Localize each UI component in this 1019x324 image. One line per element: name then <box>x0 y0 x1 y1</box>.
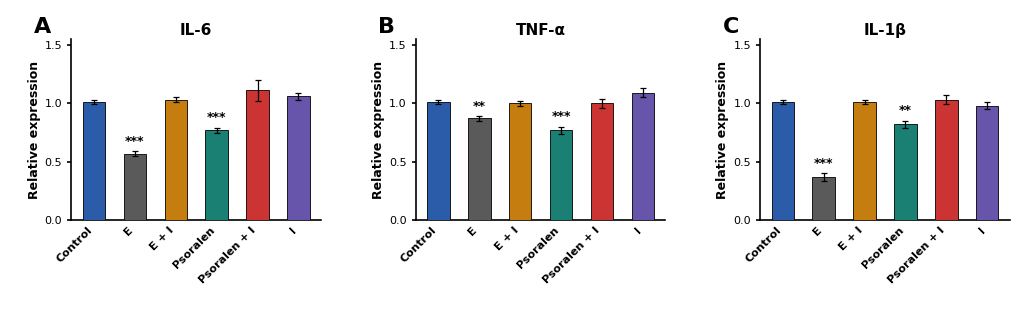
Text: B: B <box>378 17 395 37</box>
Text: ***: *** <box>207 111 226 124</box>
Bar <box>246 90 268 220</box>
Bar <box>590 103 612 220</box>
Bar <box>934 100 957 220</box>
Y-axis label: Relative expression: Relative expression <box>715 61 729 199</box>
Text: ***: *** <box>813 157 833 170</box>
Text: **: ** <box>898 104 911 117</box>
Bar <box>468 119 490 220</box>
Y-axis label: Relative expression: Relative expression <box>372 61 384 199</box>
Bar <box>549 130 572 220</box>
Text: C: C <box>722 17 739 37</box>
Bar <box>853 102 875 220</box>
Title: IL-1β: IL-1β <box>863 23 906 38</box>
Bar <box>508 103 531 220</box>
Title: TNF-α: TNF-α <box>515 23 566 38</box>
Bar <box>123 154 146 220</box>
Bar <box>894 124 916 220</box>
Text: **: ** <box>473 99 485 113</box>
Y-axis label: Relative expression: Relative expression <box>28 61 41 199</box>
Text: ***: *** <box>550 110 571 123</box>
Bar <box>427 102 449 220</box>
Bar <box>287 96 310 220</box>
Bar <box>83 102 105 220</box>
Title: IL-6: IL-6 <box>179 23 212 38</box>
Bar <box>205 130 227 220</box>
Bar <box>770 102 793 220</box>
Bar <box>975 106 998 220</box>
Bar <box>631 93 653 220</box>
Bar <box>164 100 186 220</box>
Text: ***: *** <box>125 135 145 148</box>
Text: A: A <box>34 17 51 37</box>
Bar <box>812 177 835 220</box>
